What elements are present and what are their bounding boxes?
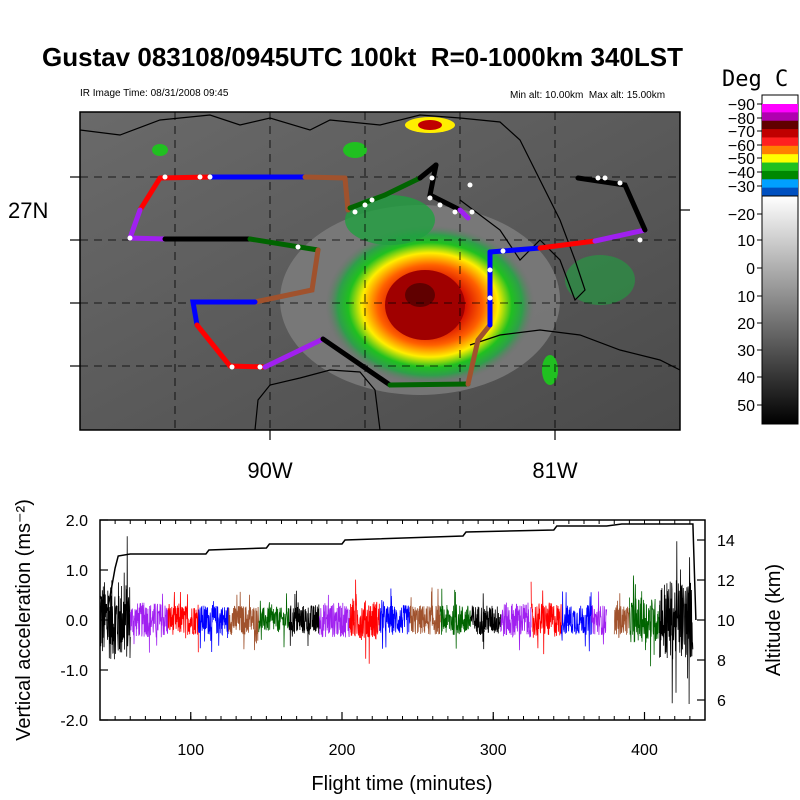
convective-cell bbox=[418, 120, 442, 130]
colorbar-label: 30 bbox=[737, 343, 755, 360]
colorbar-label: 20 bbox=[737, 316, 755, 333]
chart-title: Gustav 083108/0945UTC 100kt R=0-1000km 3… bbox=[42, 42, 683, 72]
acceleration-segment bbox=[500, 602, 532, 651]
flight-track bbox=[127, 162, 648, 388]
acceleration-segment bbox=[591, 591, 608, 645]
colorbar-label: 40 bbox=[737, 370, 755, 387]
coastline-yucatan bbox=[254, 369, 381, 430]
longitude-label-81w: 81W bbox=[532, 458, 577, 483]
temperature-colorbar: Deg C −90−80−70−60−50−40−30 −20 10 0 10 20 30 4… bbox=[722, 67, 799, 425]
y-tick-label: 2.0 bbox=[66, 513, 88, 530]
colorbar-band bbox=[762, 112, 798, 122]
y-tick-label: 1.0 bbox=[66, 563, 88, 580]
acceleration-segment bbox=[228, 591, 260, 651]
ir-image-time: IR Image Time: 08/31/2008 09:45 bbox=[80, 88, 229, 99]
colorbar-color-bands bbox=[762, 104, 798, 197]
acceleration-segment bbox=[129, 593, 169, 653]
colorbar-label: −50 bbox=[728, 151, 755, 168]
colorbar-band bbox=[762, 145, 798, 155]
acceleration-segment bbox=[439, 588, 471, 649]
acceleration-segment bbox=[167, 591, 199, 653]
y-tick-label: -1.0 bbox=[60, 663, 88, 680]
colorbar-band bbox=[762, 187, 798, 197]
y-axis-label: Vertical acceleration (ms⁻²) bbox=[13, 499, 35, 741]
convective-cell bbox=[152, 144, 168, 156]
colorbar-label: −80 bbox=[728, 111, 755, 128]
x-tick-label: 200 bbox=[329, 742, 356, 759]
y-tick-label: 0.0 bbox=[66, 613, 88, 630]
colorbar-label: −70 bbox=[728, 124, 755, 141]
acceleration-segment bbox=[659, 541, 694, 705]
x-tick-label: 100 bbox=[177, 742, 204, 759]
altitude-line bbox=[99, 523, 697, 621]
latitude-label: 27N bbox=[8, 198, 48, 223]
colorbar-band bbox=[762, 137, 798, 147]
colorbar-label: −30 bbox=[728, 179, 755, 196]
colorbar-band bbox=[762, 162, 798, 172]
colorbar-band bbox=[762, 129, 798, 138]
acceleration-segment bbox=[409, 587, 441, 635]
acceleration-altitude-plot: 100 200 300 400 2.0 1.0 0.0 -1.0 -2.0 14 12 10 8 6 Fl… bbox=[13, 499, 785, 795]
x-tick-label: 400 bbox=[631, 742, 658, 759]
colorbar-band bbox=[762, 170, 798, 180]
colorbar-label: 10 bbox=[737, 289, 755, 306]
colorbar-band bbox=[762, 104, 798, 113]
x-axis-label: Flight time (minutes) bbox=[311, 773, 492, 795]
y2-tick-label: 10 bbox=[717, 613, 735, 630]
map-frame bbox=[79, 111, 681, 431]
colorbar-label: −20 bbox=[728, 207, 755, 224]
acceleration-segment bbox=[197, 601, 229, 653]
plot-axes: 100 200 300 400 2.0 1.0 0.0 -1.0 -2.0 14 12 10 8 6 bbox=[60, 513, 734, 759]
colorbar-band bbox=[762, 120, 798, 130]
colorbar-grayscale bbox=[761, 195, 799, 425]
acceleration-segment bbox=[99, 536, 131, 660]
colorbar-label: −40 bbox=[728, 165, 755, 182]
acceleration-segment bbox=[629, 575, 660, 667]
y2-tick-label: 6 bbox=[717, 693, 726, 710]
colorbar-label: 50 bbox=[737, 398, 755, 415]
acceleration-segment bbox=[349, 579, 381, 664]
acceleration-segment bbox=[258, 593, 290, 648]
colorbar-label: −60 bbox=[728, 138, 755, 155]
y2-axis-label: Altitude (km) bbox=[763, 564, 785, 676]
y2-tick-label: 12 bbox=[717, 573, 735, 590]
acceleration-segment bbox=[560, 591, 592, 652]
longitude-label-90w: 90W bbox=[247, 458, 292, 483]
coastline-cuba bbox=[469, 329, 680, 371]
y-tick-label: -2.0 bbox=[60, 713, 88, 730]
colorbar-title: Deg C bbox=[722, 67, 788, 92]
satellite-map: 27N 90W 81W bbox=[8, 111, 690, 483]
colorbar-labels: −90−80−70−60−50−40−30 −20 10 0 10 20 30 40 50 bbox=[728, 97, 762, 415]
acceleration-segment bbox=[613, 593, 630, 638]
acceleration-segment bbox=[470, 593, 502, 650]
convective-cell bbox=[542, 355, 558, 385]
convective-cell bbox=[343, 142, 367, 158]
coastline-gulf bbox=[80, 114, 586, 302]
colorbar-band bbox=[762, 179, 798, 189]
acceleration-segment bbox=[379, 588, 411, 649]
altitude-range-info: Min alt: 10.00km Max alt: 15.00km bbox=[510, 90, 666, 101]
map-ticks bbox=[70, 176, 690, 440]
y2-tick-label: 8 bbox=[717, 653, 726, 670]
acceleration-series bbox=[99, 536, 694, 705]
colorbar-label: 0 bbox=[746, 261, 755, 278]
flight-track-markers bbox=[127, 174, 643, 370]
acceleration-segment bbox=[530, 581, 562, 655]
eye bbox=[405, 283, 435, 307]
colorbar-band bbox=[762, 154, 798, 164]
x-tick-label: 300 bbox=[480, 742, 507, 759]
colorbar-label: −90 bbox=[728, 97, 755, 114]
colorbar-label: 10 bbox=[737, 233, 755, 250]
acceleration-segment bbox=[318, 594, 350, 638]
y2-tick-label: 14 bbox=[717, 533, 735, 550]
acceleration-segment bbox=[288, 590, 320, 647]
rainband-north bbox=[345, 195, 435, 245]
